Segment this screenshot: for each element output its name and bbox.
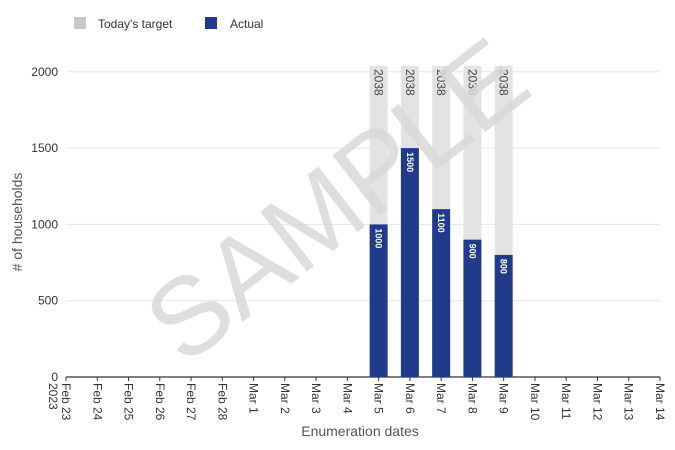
x-tick-label: Mar 13	[622, 383, 636, 421]
x-tick-label: Mar 3	[309, 383, 323, 414]
actual-bars	[369, 148, 513, 377]
actual-value-label: 1000	[374, 228, 384, 248]
y-axis-ticks: 0 500 1000 1500 2000	[31, 65, 58, 384]
actual-value-label: 800	[499, 259, 509, 274]
sample-watermark: SAMPLE	[123, 15, 550, 387]
x-tick-label: Feb 25	[122, 383, 136, 421]
legend-swatch-actual[interactable]	[205, 17, 217, 29]
x-tick-label: Mar 14	[653, 383, 667, 421]
target-value-label: 2038	[372, 69, 386, 96]
legend: Today's target Actual	[74, 17, 263, 31]
bar-labels: 2038 2038 2038 2038 2038 1000 1500 1100 900 800	[372, 69, 511, 274]
target-value-label: 2038	[403, 69, 417, 96]
actual-bar[interactable]	[432, 209, 451, 377]
x-tick-label: Feb 24	[90, 383, 104, 421]
actual-bar[interactable]	[463, 239, 482, 377]
x-tick-label: Mar 1	[247, 383, 261, 414]
target-value-label: 2038	[465, 69, 479, 96]
actual-value-label: 1500	[405, 152, 415, 172]
x-tick-label: Feb 23	[59, 383, 73, 421]
x-tick-label: Mar 2	[278, 383, 292, 414]
legend-swatch-target[interactable]	[74, 17, 86, 29]
actual-bar[interactable]	[400, 148, 419, 377]
target-value-label: 2038	[434, 69, 448, 96]
y-tick-label: 1500	[31, 141, 58, 155]
y-tick-label: 0	[51, 370, 58, 384]
x-tick-label: Mar 9	[497, 383, 511, 414]
actual-bar[interactable]	[369, 224, 388, 377]
x-tick-label: Mar 11	[559, 383, 573, 420]
y-tick-label: 500	[38, 294, 58, 308]
x-axis-title: Enumeration dates	[301, 423, 419, 439]
x-tick-label: Mar 7	[434, 383, 448, 414]
x-tick-label: Feb 26	[153, 383, 167, 421]
x-tick-label: Mar 5	[372, 383, 386, 414]
actual-bar[interactable]	[494, 254, 513, 377]
y-axis-title: # of households	[9, 173, 25, 272]
x-tick-label: Mar 8	[465, 383, 479, 414]
x-tick-label: Mar 10	[528, 383, 542, 421]
actual-value-label: 1100	[436, 213, 446, 233]
actual-value-label: 900	[467, 244, 477, 259]
x-tick-label: Feb 28	[215, 383, 229, 421]
x-tick-label: 2023	[46, 383, 60, 410]
x-tick-label: Mar 12	[590, 383, 604, 421]
x-tick-label: Mar 6	[403, 383, 417, 414]
x-tick-label: Feb 27	[184, 383, 198, 421]
target-value-label: 2038	[497, 69, 511, 96]
x-tick-label: Mar 4	[340, 383, 354, 414]
y-tick-label: 1000	[31, 217, 58, 231]
gridlines	[66, 71, 660, 378]
legend-label-actual[interactable]: Actual	[230, 17, 263, 31]
y-tick-label: 2000	[31, 65, 58, 79]
legend-label-target[interactable]: Today's target	[98, 17, 173, 31]
